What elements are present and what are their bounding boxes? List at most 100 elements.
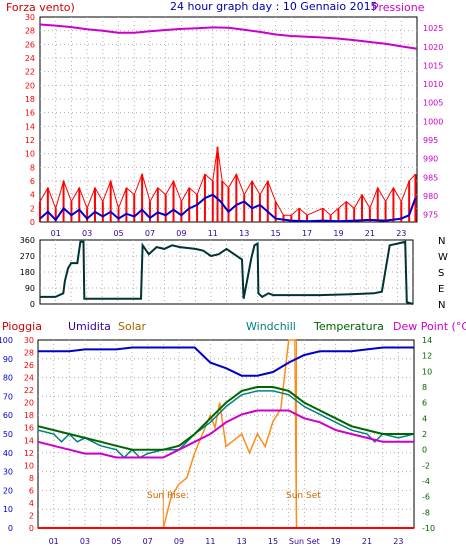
p3-rain-tick-label: 14	[24, 436, 34, 445]
p1-ytick-label: 12	[25, 136, 35, 145]
p1-ytick-label: 24	[25, 54, 35, 63]
p2-compass-label: N	[438, 236, 445, 247]
p3-xtick-label: 21	[362, 537, 372, 546]
p1-y2tick-label: 985	[423, 173, 438, 182]
pressure-label: Pressione	[372, 1, 425, 14]
p1-y2tick-label: 1025	[423, 24, 443, 33]
p3-ytick-label: 90	[3, 355, 13, 364]
p1-xtick-label: 11	[208, 229, 218, 238]
solar-line	[162, 339, 298, 529]
p1-y2tick-label: 980	[423, 192, 438, 201]
p1-xtick-label: 21	[365, 229, 375, 238]
p3-ytick-label: 30	[3, 468, 13, 477]
p3-xtick-label: 19	[331, 537, 341, 546]
p1-ytick-label: 0	[30, 218, 35, 227]
p1-ytick-label: 14	[25, 122, 35, 131]
umidita-label: Umidita	[68, 320, 111, 333]
p1-xtick-label: 05	[113, 229, 123, 238]
p1-y2tick-label: 995	[423, 136, 438, 145]
gust-line	[39, 146, 416, 216]
p3-xtick-label: 05	[111, 537, 121, 546]
p1-ytick-label: 8	[30, 163, 35, 172]
p1-xtick-label: 03	[82, 229, 92, 238]
temperature-line	[37, 386, 414, 451]
p2-compass-label: S	[438, 268, 444, 279]
p3-temp-tick-label: -6	[422, 493, 430, 502]
p3-rain-tick-label: 16	[24, 424, 34, 433]
p3-ytick-label: 100	[0, 336, 13, 345]
p3-xtick-label: 13	[237, 537, 247, 546]
p3-temp-tick-label: -4	[422, 477, 430, 486]
p3-ytick-label: 0	[8, 524, 13, 533]
p1-ytick-label: 16	[25, 109, 35, 118]
humidity-line	[38, 346, 414, 377]
p3-temp-tick-label: -2	[422, 461, 430, 470]
p1-xtick-label: 15	[271, 229, 281, 238]
chart-title: 24 hour graph day : 10 Gennaio 2015	[170, 0, 378, 13]
solar-label: Solar	[118, 320, 147, 333]
p3-rain-tick-label: 2	[29, 511, 34, 520]
p2-compass-label: E	[438, 284, 444, 295]
p1-ytick-label: 2	[30, 204, 35, 213]
p1-xtick-label: 23	[396, 229, 406, 238]
p3-ytick-label: 40	[3, 449, 13, 458]
p3-rain-tick-label: 24	[24, 374, 34, 383]
p1-xtick-label: 19	[333, 229, 343, 238]
sunset-annotation: Sun Set	[286, 491, 321, 501]
p3-rain-tick-label: 8	[29, 474, 34, 483]
p3-temp-tick-label: 8	[422, 383, 427, 392]
p1-y2tick-label: 1000	[423, 117, 443, 126]
p3-temp-tick-label: 2	[422, 430, 427, 439]
p3-xtick-label: 23	[393, 537, 403, 546]
p1-ytick-label: 20	[25, 81, 35, 90]
p3-temp-tick-label: -10	[422, 524, 435, 533]
p3-temp-tick-label: 6	[422, 399, 427, 408]
p1-y2tick-label: 990	[423, 155, 438, 164]
p3-temp-tick-label: 0	[422, 446, 427, 455]
p3-rain-tick-label: 20	[24, 399, 34, 408]
p1-ytick-label: 18	[25, 95, 35, 104]
p3-ytick-label: 80	[3, 374, 13, 383]
p1-xtick-label: 01	[51, 229, 61, 238]
p1-ytick-label: 26	[25, 40, 35, 49]
p2-ytick-label: 270	[20, 252, 35, 261]
p1-ytick-label: 10	[25, 150, 35, 159]
wind-direction-line	[40, 240, 414, 305]
windchill-label: Windchill	[246, 320, 296, 333]
wind-force-label: Forza vento)	[6, 1, 75, 14]
p1-ytick-label: 28	[25, 27, 35, 36]
p3-rain-tick-label: 30	[24, 336, 34, 345]
p3-xtick-label: 11	[205, 537, 215, 546]
p3-rain-tick-label: 18	[24, 411, 34, 420]
p2-ytick-label: 360	[20, 236, 35, 245]
p3-xtick-label: 09	[174, 537, 184, 546]
p3-ytick-label: 70	[3, 392, 13, 401]
p3-xtick-label: 07	[143, 537, 153, 546]
p3-temp-tick-label: -8	[422, 508, 430, 517]
pioggia-label: Pioggia	[2, 320, 42, 333]
p1-xtick-label: 09	[176, 229, 186, 238]
p3-xtick-label: Sun Set	[289, 537, 320, 546]
p1-ytick-label: 6	[30, 177, 35, 186]
p3-ytick-label: 50	[3, 430, 13, 439]
sunrise-annotation: Sun Rise:	[147, 491, 189, 501]
p3-rain-tick-label: 12	[24, 449, 34, 458]
p3-ytick-label: 20	[3, 486, 13, 495]
p2-ytick-label: 180	[20, 268, 35, 277]
p1-y2tick-label: 1005	[423, 99, 443, 108]
p1-y2tick-label: 1020	[423, 43, 443, 52]
p1-ytick-label: 22	[25, 68, 35, 77]
p2-ytick-label: 90	[25, 284, 35, 293]
p3-rain-tick-label: 6	[29, 486, 34, 495]
p1-xtick-label: 13	[239, 229, 249, 238]
p1-ytick-label: 30	[25, 13, 35, 22]
p3-rain-tick-label: 10	[24, 461, 34, 470]
p3-temp-tick-label: 12	[422, 352, 432, 361]
p3-ytick-label: 60	[3, 411, 13, 420]
p1-ytick-label: 4	[30, 191, 35, 200]
p1-xtick-label: 07	[145, 229, 155, 238]
p1-y2tick-label: 975	[423, 211, 438, 220]
p2-compass-label: N	[438, 300, 445, 311]
p2-compass-label: W	[438, 252, 448, 263]
